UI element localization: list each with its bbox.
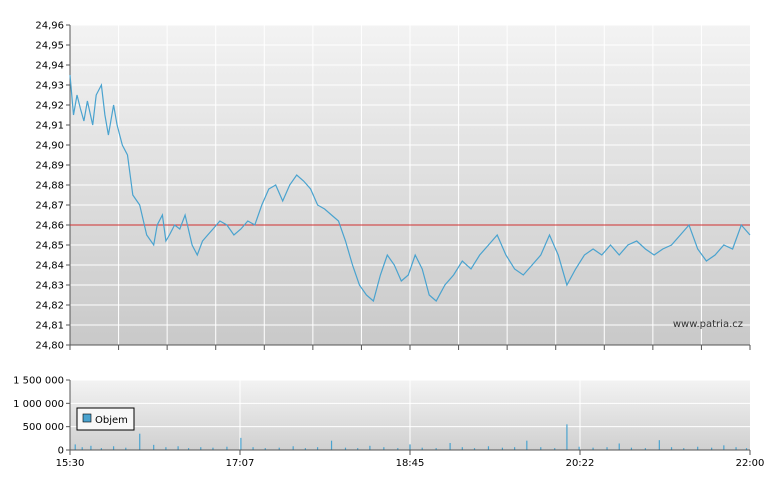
volume-bar xyxy=(125,447,127,450)
volume-bar xyxy=(112,446,115,450)
legend-swatch xyxy=(82,413,92,423)
volume-bar xyxy=(630,447,633,450)
x-axis: 15:30 17:07 18:45 20:22 22:00 xyxy=(56,450,765,469)
legend-box xyxy=(76,407,135,431)
price-y-tick-label: 24,94 xyxy=(35,61,64,72)
price-series-line xyxy=(69,74,751,303)
volume-bar xyxy=(711,447,713,450)
volume-bar xyxy=(554,448,556,450)
x-tick-label: 17:07 xyxy=(226,458,255,469)
x-tick-label: 15:30 xyxy=(56,458,85,469)
volume-bar xyxy=(304,448,306,450)
price-y-tick-label: 24,84 xyxy=(35,261,64,272)
volume-bar xyxy=(74,444,76,450)
volume-bar xyxy=(644,448,646,450)
volume-bar xyxy=(514,447,516,450)
volume-bar xyxy=(487,446,490,450)
volume-bar xyxy=(292,446,294,450)
price-y-tick-label: 24,81 xyxy=(35,321,64,332)
volume-bar xyxy=(501,447,504,450)
price-y-tick-label: 24,93 xyxy=(35,81,64,92)
volume-bar xyxy=(139,433,141,450)
volume-grid xyxy=(70,379,750,450)
volume-bar xyxy=(397,448,399,450)
volume-legend: Objem xyxy=(76,407,135,431)
volume-bar xyxy=(449,443,451,450)
price-y-tick-label: 24,82 xyxy=(35,301,64,312)
x-tick-label: 20:22 xyxy=(566,458,595,469)
volume-bar xyxy=(578,446,580,450)
volume-bar xyxy=(200,447,202,450)
volume-bar xyxy=(357,448,359,450)
volume-bar xyxy=(566,424,568,450)
volume-bar xyxy=(540,447,542,450)
volume-bar xyxy=(226,446,228,450)
volume-bar xyxy=(697,446,699,450)
volume-bar xyxy=(278,447,280,450)
volume-bar xyxy=(473,448,476,450)
price-y-tick-label: 24,86 xyxy=(35,221,64,232)
volume-bar xyxy=(461,447,463,450)
volume-y-tick-label: 1 000 000 xyxy=(13,399,64,410)
volume-bar xyxy=(683,448,685,450)
volume-bar xyxy=(330,440,333,450)
volume-bar xyxy=(212,447,214,450)
volume-bar xyxy=(240,437,242,450)
price-y-tick-label: 24,85 xyxy=(35,241,64,252)
volume-bar xyxy=(153,444,155,450)
x-tick-label: 18:45 xyxy=(396,458,425,469)
volume-bar xyxy=(618,443,620,450)
volume-y-tick-label: 1 500 000 xyxy=(13,376,64,387)
volume-bar xyxy=(316,447,319,450)
volume-bar xyxy=(409,444,411,450)
volume-y-tick-label: 500 000 xyxy=(23,422,64,433)
x-tick-label: 22:00 xyxy=(736,458,765,469)
price-y-axis: 24,96 24,95 24,94 24,93 24,92 24,91 24,90 24,89… xyxy=(35,21,70,352)
volume-y-tick-label: 0 xyxy=(58,446,64,457)
volume-bar xyxy=(670,447,673,450)
volume-bar xyxy=(745,448,748,450)
price-y-tick-label: 24,92 xyxy=(35,101,64,112)
volume-bar xyxy=(526,440,528,450)
price-y-tick-label: 24,80 xyxy=(35,341,64,352)
volume-bar xyxy=(187,448,190,450)
price-y-tick-label: 24,87 xyxy=(35,201,64,212)
price-y-tick-label: 24,90 xyxy=(35,141,64,152)
volume-bar xyxy=(723,445,725,450)
volume-bar xyxy=(165,447,167,450)
price-y-tick-label: 24,89 xyxy=(35,161,64,172)
volume-y-axis: 1 500 000 1 000 000 500 000 0 xyxy=(13,376,70,457)
volume-bars xyxy=(74,424,748,450)
volume-bar xyxy=(90,445,92,450)
volume-bar xyxy=(592,447,594,450)
volume-bar xyxy=(177,446,179,450)
volume-bar xyxy=(264,448,266,450)
watermark: www.patria.cz xyxy=(673,319,743,330)
volume-bar xyxy=(421,447,423,450)
volume-bar xyxy=(344,447,347,450)
volume-bar xyxy=(252,447,254,450)
volume-bar xyxy=(81,447,83,450)
price-y-tick-label: 24,83 xyxy=(35,281,64,292)
volume-bar xyxy=(435,448,437,450)
legend-label: Objem xyxy=(95,415,128,426)
price-y-tick-label: 24,96 xyxy=(35,21,64,32)
volume-bar xyxy=(658,440,660,450)
volume-bar xyxy=(383,447,385,450)
price-y-tick-label: 24,91 xyxy=(35,121,64,132)
price-y-tick-label: 24,88 xyxy=(35,181,64,192)
price-x-ticks xyxy=(69,345,751,350)
price-y-tick-label: 24,95 xyxy=(35,41,64,52)
volume-bar xyxy=(369,445,371,450)
volume-bar xyxy=(735,447,737,450)
volume-bar xyxy=(100,448,102,450)
volume-bar xyxy=(606,447,608,450)
